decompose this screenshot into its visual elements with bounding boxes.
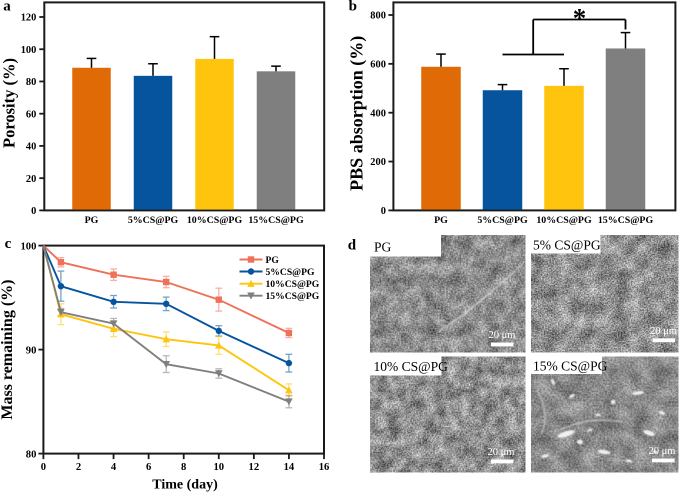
svg-text:Time (day): Time (day) [152,478,218,493]
svg-text:800: 800 [370,11,386,22]
svg-text:d: d [348,238,357,254]
svg-text:Mass remaining (%): Mass remaining (%) [0,280,16,420]
svg-text:120: 120 [21,13,37,24]
svg-text:6: 6 [146,462,151,473]
svg-text:10%CS@PG: 10%CS@PG [187,215,243,226]
svg-text:0: 0 [381,206,386,217]
svg-text:10%CS@PG: 10%CS@PG [266,279,320,290]
svg-text:80: 80 [26,449,37,460]
svg-text:PG: PG [374,240,392,255]
svg-text:200: 200 [370,157,386,168]
svg-text:400: 400 [370,108,386,119]
svg-text:15%CS@PG: 15%CS@PG [598,215,654,226]
svg-text:PG: PG [434,215,448,226]
svg-text:40: 40 [26,142,36,153]
svg-text:12: 12 [249,462,260,473]
svg-text:10: 10 [213,462,224,473]
svg-text:c: c [5,236,12,252]
svg-text:10%CS@PG: 10%CS@PG [536,215,592,226]
svg-text:PG: PG [85,215,99,226]
svg-text:8: 8 [181,462,186,473]
svg-text:20 μm: 20 μm [649,446,676,457]
svg-text:2: 2 [76,462,81,473]
svg-text:a: a [3,0,11,15]
svg-text:15%CS@PG: 15%CS@PG [248,215,304,226]
svg-text:15% CS@PG: 15% CS@PG [533,359,608,374]
svg-text:5% CS@PG: 5% CS@PG [533,238,601,253]
svg-text:15%CS@PG: 15%CS@PG [266,291,320,302]
svg-text:Porosity (%): Porosity (%) [0,58,19,148]
svg-text:100: 100 [21,241,37,252]
svg-text:0: 0 [31,206,36,217]
svg-text:80: 80 [26,77,36,88]
svg-text:16: 16 [319,462,330,473]
svg-text:90: 90 [26,345,37,356]
svg-text:20 μm: 20 μm [489,330,516,341]
svg-text:600: 600 [370,59,386,70]
svg-text:5%CS@PG: 5%CS@PG [266,267,315,278]
svg-text:20 μm: 20 μm [488,447,515,458]
svg-text:4: 4 [111,462,117,473]
svg-text:20: 20 [26,174,36,185]
svg-text:14: 14 [284,462,295,473]
svg-text:0: 0 [41,462,46,473]
svg-text:10% CS@PG: 10% CS@PG [374,359,449,374]
svg-text:PBS absorption (%): PBS absorption (%) [347,36,368,191]
svg-text:5%CS@PG: 5%CS@PG [477,215,528,226]
svg-text:60: 60 [26,109,36,120]
svg-text:PG: PG [266,255,280,266]
svg-text:*: * [573,3,587,33]
svg-text:100: 100 [21,45,37,56]
svg-text:20 μm: 20 μm [650,326,677,337]
svg-text:5%CS@PG: 5%CS@PG [128,215,179,226]
svg-text:b: b [349,0,357,14]
